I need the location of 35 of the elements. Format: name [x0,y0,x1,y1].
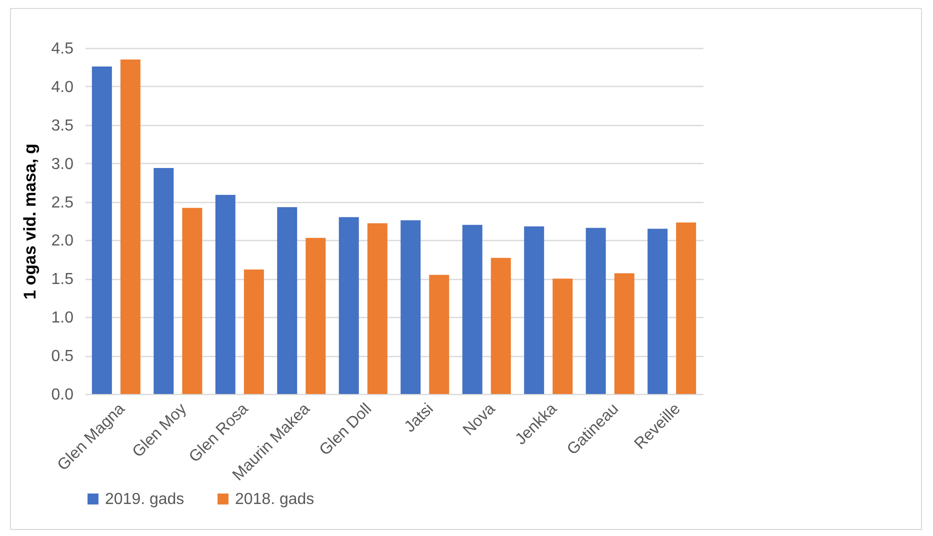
bar [524,226,544,394]
y-tick-label: 2.5 [51,194,74,212]
y-tick-label: 4.5 [51,40,74,58]
bar [676,222,696,394]
bar [614,273,634,394]
y-tick-label: 3.5 [51,117,74,134]
bar [215,194,236,394]
x-tick-label: Glen Doll [316,400,376,460]
bar [552,278,573,394]
y-tick-label: 2.0 [51,232,74,250]
x-tick-label: Glen Moy [130,400,190,461]
bar [92,66,112,394]
y-tick-label: 0.5 [51,348,74,366]
bar [586,228,606,394]
bar [154,168,174,394]
legend-label: 2019. gads [105,491,184,508]
y-tick-label: 1.0 [51,310,74,327]
bar [367,223,388,394]
bar [120,60,140,394]
y-tick-label: 0.0 [51,386,74,404]
bar [429,274,450,394]
y-tick-label: 1.5 [51,271,74,288]
bar [462,224,482,394]
bar [277,207,298,394]
y-axis-title: 1 ogas vid. masa, g [20,144,40,300]
bar [648,228,668,394]
bar [338,217,359,394]
y-tick-label: 3.0 [51,156,74,173]
legend-label: 2018. gads [235,491,314,508]
bar [490,258,511,394]
bar [400,220,421,394]
bar [244,269,264,394]
y-tick-label: 4.0 [51,78,74,96]
bar [306,238,326,394]
bar [182,208,202,394]
